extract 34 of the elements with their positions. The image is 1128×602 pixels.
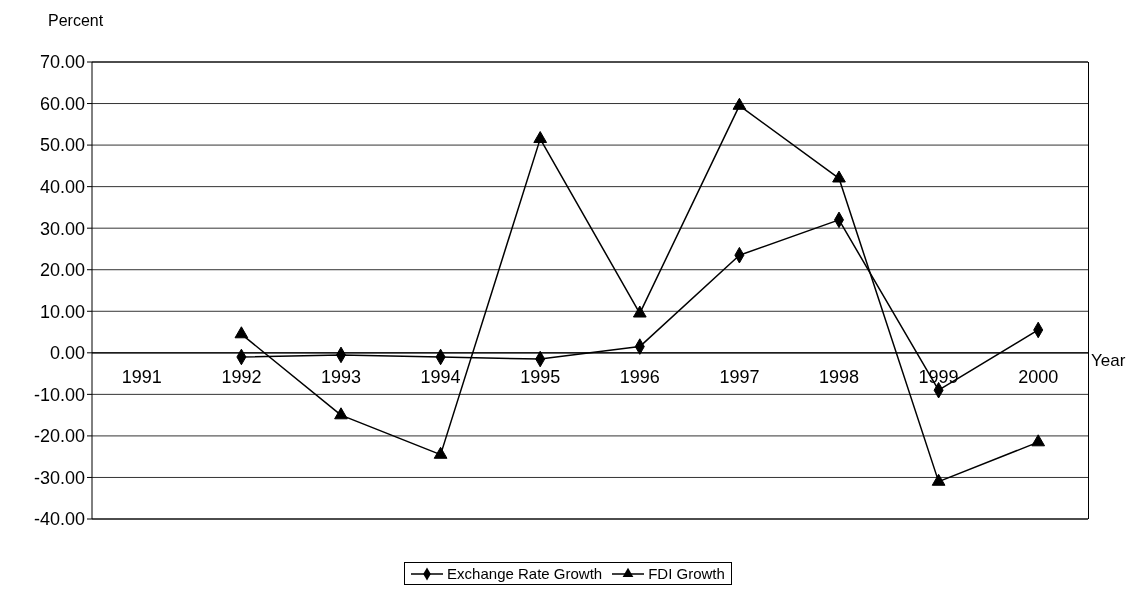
y-axis-title: Percent (48, 12, 104, 30)
point (832, 170, 846, 183)
point (1031, 434, 1046, 447)
x-tick-label: 1993 (320, 366, 362, 387)
point (732, 97, 747, 110)
point (234, 326, 249, 339)
y-tick-label: 20.00 (39, 260, 85, 281)
y-tick-label: 50.00 (39, 135, 85, 156)
y-tick-label: 40.00 (39, 177, 85, 198)
y-tick-label: 30.00 (39, 218, 85, 239)
point (931, 473, 946, 486)
y-tick-label: -40.00 (33, 509, 85, 530)
y-tick-label: -30.00 (33, 467, 85, 488)
x-tick-label: 2000 (1018, 366, 1059, 387)
x-tick-label: 1998 (818, 366, 860, 387)
point (433, 446, 448, 459)
legend-label: Exchange Rate Growth (447, 565, 603, 582)
x-tick-label: 1997 (719, 366, 760, 387)
point (533, 131, 548, 144)
x-axis-title: Year (1091, 350, 1126, 371)
y-tick-label: 70.00 (39, 52, 85, 73)
y-tick-label: 10.00 (39, 301, 85, 322)
y-tick-label: -10.00 (33, 384, 85, 405)
legend-label: FDI Growth (648, 565, 725, 582)
x-tick-label: 1996 (619, 366, 660, 387)
y-tick-label: -20.00 (33, 426, 85, 447)
y-tick-label: 0.00 (49, 343, 85, 364)
point (334, 407, 348, 420)
point (632, 305, 647, 318)
x-tick-label: 1995 (520, 366, 561, 387)
x-tick-label: 1992 (221, 366, 262, 387)
x-tick-label: 1994 (420, 366, 461, 387)
y-tick-label: 60.00 (39, 93, 85, 114)
x-tick-label: 1991 (121, 366, 162, 387)
